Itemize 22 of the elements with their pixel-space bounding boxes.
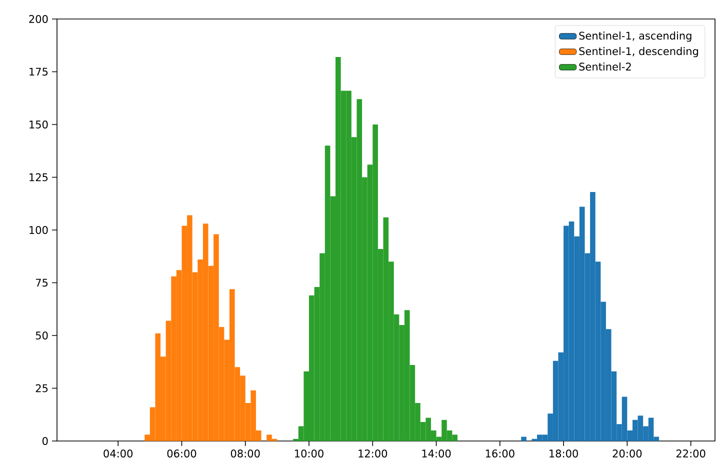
y-tick-label: 50 [36, 332, 48, 340]
x-tick-label: 12:00 [358, 450, 388, 458]
y-tick-label: 175 [30, 68, 48, 76]
x-tick-label: 18:00 [550, 450, 578, 458]
x-tick-label: 16:00 [486, 450, 514, 458]
y-tick-label: 200 [29, 15, 48, 23]
y-tick-label: 125 [30, 173, 48, 182]
legend-label: Sentinel-1, ascending [579, 32, 692, 42]
x-tick-label: 14:00 [422, 450, 451, 458]
x-tick-label: 10:00 [295, 450, 324, 458]
y-tick-label: 150 [30, 120, 48, 128]
x-tick-label: 20:00 [612, 450, 642, 458]
x-tick-label: 08:00 [230, 450, 260, 458]
y-tick-label: 25 [36, 384, 48, 392]
x-tick-label: 04:00 [104, 450, 133, 458]
y-tick-label: 100 [30, 226, 48, 234]
legend-label: Sentinel-1, descending [579, 47, 698, 58]
y-tick-label: 0 [42, 437, 48, 445]
legend-label: Sentinel-2 [579, 62, 631, 71]
x-tick-label: 22:00 [676, 450, 706, 458]
x-tick-label: 06:00 [167, 450, 196, 458]
y-tick-label: 75 [36, 278, 48, 287]
